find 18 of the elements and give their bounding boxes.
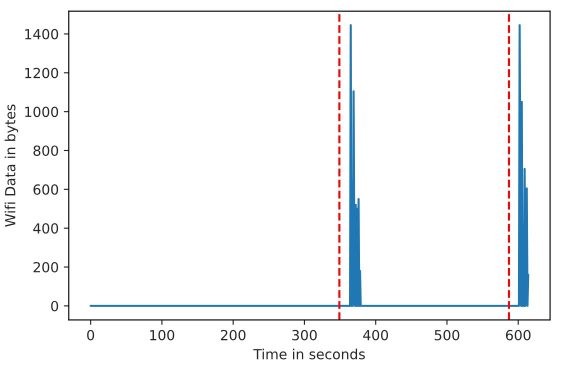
- x-tick-label: 500: [434, 330, 460, 340]
- x-tick-label: 300: [292, 330, 317, 340]
- x-tick-label: 600: [506, 330, 531, 340]
- x-tick-label: 400: [363, 330, 388, 340]
- y-axis-title: Wifi Data in bytes: [4, 104, 18, 227]
- y-tick-label: 800: [33, 145, 58, 156]
- y-tick-label: 1200: [25, 68, 58, 78]
- x-tick-label: 100: [150, 330, 174, 340]
- y-tick-label: 1000: [25, 106, 58, 118]
- line-series: [90, 24, 530, 307]
- x-axis-title: Time in seconds: [253, 348, 365, 360]
- x-tick-label: 0: [87, 330, 94, 340]
- x-tick-label: 200: [220, 330, 246, 340]
- y-tick-label: 0: [51, 300, 58, 312]
- y-tick-label: 400: [33, 223, 58, 234]
- y-tick-label: 1400: [25, 28, 58, 40]
- y-tick-label: 600: [33, 184, 58, 195]
- y-tick-label: 200: [34, 262, 58, 273]
